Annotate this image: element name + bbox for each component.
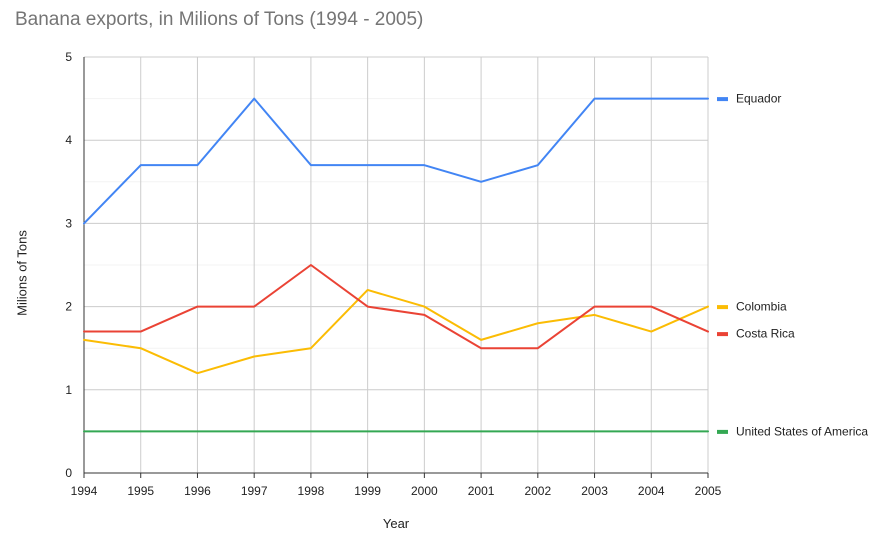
y-tick-label: 3 xyxy=(65,216,72,230)
y-tick-label: 0 xyxy=(65,466,72,480)
x-tick-label: 1997 xyxy=(241,484,268,498)
legend-label: Costa Rica xyxy=(736,327,795,341)
y-tick-label: 4 xyxy=(65,133,72,147)
x-tick-label: 1994 xyxy=(71,484,98,498)
x-tick-label: 1999 xyxy=(354,484,381,498)
chart-title: Banana exports, in Milions of Tons (1994… xyxy=(15,9,424,30)
y-tick-label: 1 xyxy=(65,383,72,397)
legend-label: United States of America xyxy=(736,424,868,438)
x-tick-label: 2003 xyxy=(581,484,608,498)
legend-swatch xyxy=(717,97,728,102)
x-tick-label: 2002 xyxy=(524,484,551,498)
legend-label: Equador xyxy=(736,92,781,106)
series-line xyxy=(83,288,709,375)
legend-swatch xyxy=(717,429,728,434)
x-axis-label: Year xyxy=(382,516,410,531)
x-tick-label: 2001 xyxy=(468,484,495,498)
x-tick-label: 2004 xyxy=(638,484,665,498)
x-tick-label: 1996 xyxy=(184,484,211,498)
y-tick-label: 5 xyxy=(65,50,72,64)
series-line xyxy=(83,97,709,225)
legend-label: Colombia xyxy=(736,300,787,314)
legend-swatch xyxy=(717,305,728,310)
y-tick-label: 2 xyxy=(65,300,72,314)
series-line xyxy=(83,264,709,350)
legend-swatch xyxy=(717,332,728,337)
x-tick-label: 2005 xyxy=(695,484,722,498)
x-tick-label: 1995 xyxy=(127,484,154,498)
x-tick-label: 1998 xyxy=(298,484,325,498)
x-tick-label: 2000 xyxy=(411,484,438,498)
